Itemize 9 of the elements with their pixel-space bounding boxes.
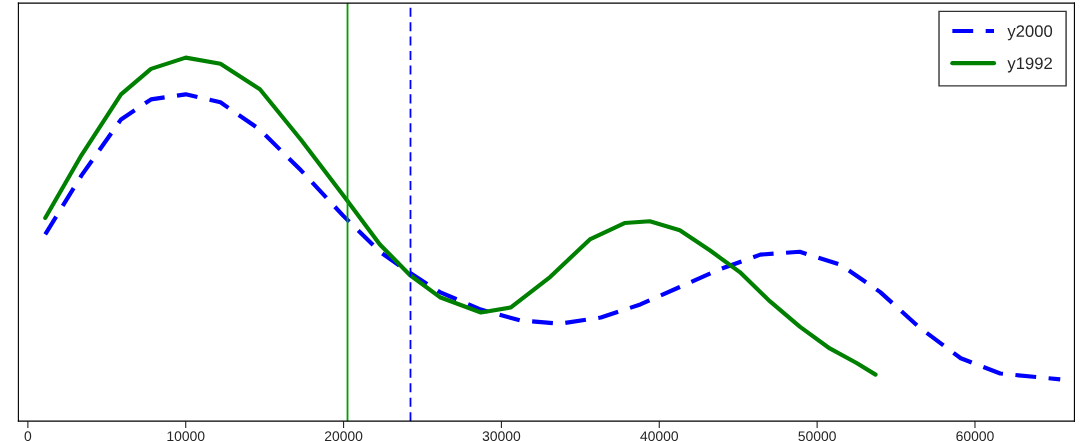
x-tick-label: 0: [24, 431, 32, 441]
legend-label: y2000: [1007, 25, 1053, 41]
x-tick-label: 10000: [167, 431, 205, 441]
legend-label: y1992: [1007, 57, 1052, 73]
x-tick-label: 40000: [640, 431, 679, 441]
x-tick-label: 50000: [798, 431, 836, 441]
x-tick-label: 60000: [956, 431, 994, 441]
x-tick-label: 30000: [482, 431, 521, 441]
x-tick-label: 20000: [324, 431, 363, 441]
